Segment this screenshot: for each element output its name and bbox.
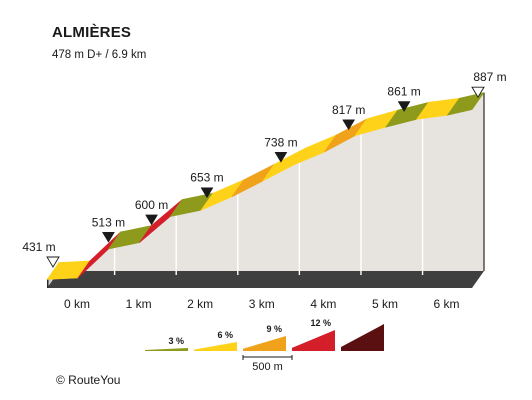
filled-triangle-marker [200,187,214,199]
filled-triangle-marker [101,232,115,243]
legend-swatch [145,348,188,351]
open-triangle-marker [471,86,485,99]
profile-slab [46,92,485,288]
slab-left-edge [47,279,49,288]
elevation-label: 431 m [22,240,55,254]
legend-swatch [243,336,286,351]
x-tick-label: 5 km [372,297,398,311]
elevation-label: 600 m [135,198,168,212]
filled-triangle-marker [145,214,158,226]
elevation-markers: 431 m 513 m 600 m 653 m 738 m 817 m 861 m 887 m [22,70,507,268]
elevation-label: 513 m [92,215,125,229]
slope-segment [446,92,485,116]
legend-swatch [292,330,335,351]
chart-title: ALMIÈRES [52,24,132,41]
filled-triangle-marker [397,101,411,113]
profile-base [47,271,484,288]
x-tick-label: 3 km [249,297,275,311]
elevation-label: 861 m [387,85,420,99]
x-tick-labels: 0 km 1 km 2 km 3 km 4 km 5 km 6 km [64,297,460,311]
legend-swatch [194,342,237,351]
km-gridlines [113,116,424,275]
profile-wall [47,92,485,288]
filled-triangle-marker [274,152,288,163]
scale-bar-label: 500 m [252,361,283,373]
x-tick-label: 2 km [187,297,213,311]
legend-label: 3 % [168,336,184,346]
open-triangle-marker [46,256,60,268]
legend-label: 9 % [266,324,282,334]
x-tick-label: 6 km [434,297,460,311]
elevation-label: 738 m [264,135,297,149]
filled-triangle-marker [342,119,356,131]
x-tick-label: 0 km [64,297,90,311]
elevation-label: 887 m [473,70,506,84]
elevation-label: 653 m [190,171,223,185]
x-tick-label: 4 km [310,297,336,311]
routeyou-credit: © RouteYou [56,373,121,387]
profile-wall-face [59,92,484,271]
grade-legend: 3 % 6 % 9 % 12 % 500 m [145,318,384,373]
x-tick-label: 1 km [126,297,152,311]
legend-label: 12 % [310,318,331,328]
elevation-label: 817 m [332,103,365,117]
chart-subtitle: 478 m D+ / 6.9 km [52,49,147,61]
legend-label: 6 % [217,330,233,340]
legend-swatch [341,324,384,351]
